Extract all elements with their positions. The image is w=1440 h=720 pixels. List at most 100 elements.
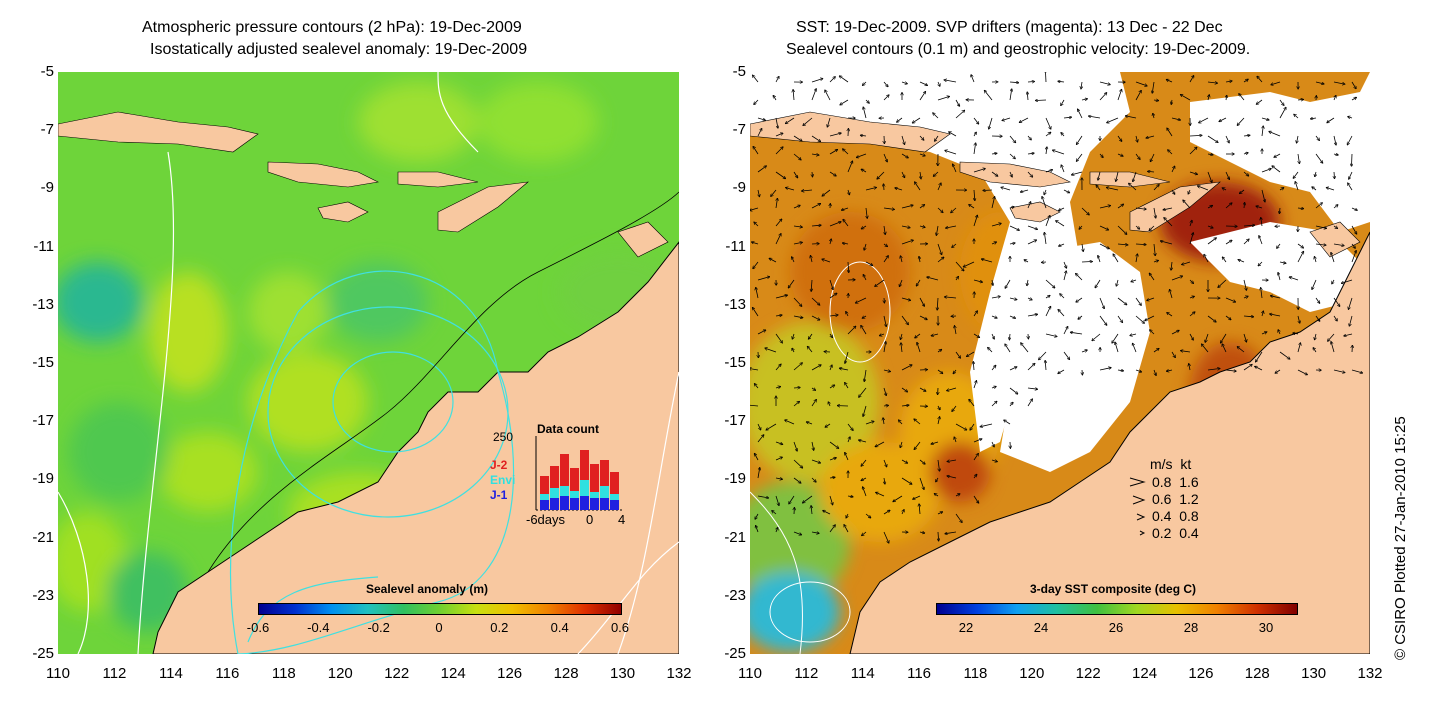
velocity-arrow [915, 182, 921, 191]
velocity-arrow [775, 495, 779, 505]
data-count-title: Data count [537, 422, 600, 436]
velocity-arrow [865, 421, 874, 425]
velocity-arrow [793, 242, 802, 244]
velocity-arrow [775, 133, 783, 137]
velocity-arrow [1150, 274, 1155, 281]
velocity-arrow [865, 261, 872, 265]
velocity-arrow [752, 242, 759, 245]
velocity-arrow [1027, 135, 1031, 140]
velocity-arrow [1315, 135, 1319, 140]
velocity-arrow [793, 90, 794, 101]
velocity-arrow [883, 244, 887, 246]
velocity-arrow [809, 333, 813, 339]
histogram-xtick-end: 4 [618, 512, 626, 527]
velocity-arrow [895, 188, 903, 191]
velocity-arrow [1135, 81, 1147, 86]
velocity-arrow [983, 190, 993, 191]
velocity-arrow [938, 405, 940, 410]
velocity-arrow [1044, 189, 1046, 194]
velocity-arrow [864, 243, 866, 250]
velocity-arrow [937, 207, 943, 212]
velocity-arrow [973, 362, 974, 371]
velocity-arrow [1298, 153, 1299, 163]
velocity-arrow [1344, 333, 1353, 336]
velocity-arrow [811, 154, 819, 155]
velocity-arrow [1096, 185, 1101, 191]
velocity-arrow [934, 171, 939, 176]
velocity-arrow [883, 405, 888, 406]
velocity-arrow [775, 77, 779, 83]
velocity-arrow [897, 117, 903, 122]
velocity-arrow [1331, 342, 1335, 353]
velocity-arrow [775, 364, 781, 371]
velocity-arrow [1189, 148, 1197, 155]
histogram-xtick-zero: 0 [586, 512, 594, 527]
velocity-arrow [883, 95, 889, 101]
velocity-arrow [776, 528, 778, 533]
velocity-arrow [876, 441, 885, 447]
x-tick-label: 114 [850, 665, 875, 682]
histogram-bars [540, 450, 619, 510]
velocity-arrow [1171, 261, 1172, 270]
velocity-arrow [1240, 189, 1245, 193]
velocity-arrow [1243, 365, 1252, 371]
velocity-arrow [859, 387, 867, 397]
velocity-arrow [1045, 170, 1052, 173]
velocity-arrow [786, 188, 795, 191]
velocity-arrow [938, 459, 940, 471]
velocity-arrow [901, 477, 912, 484]
velocity-arrow [1152, 81, 1155, 93]
velocity-arrow [901, 82, 907, 84]
velocity-arrow [1063, 117, 1071, 118]
velocity-arrow [753, 308, 759, 317]
velocity-arrow [901, 205, 913, 209]
velocity-arrow [1218, 279, 1227, 287]
data-count-histogram [535, 436, 624, 511]
velocity-arrow [956, 277, 958, 281]
velocity-arrow [1098, 171, 1101, 180]
velocity-arrow [901, 387, 907, 392]
sat-j1-label: J-1 [490, 488, 508, 502]
velocity-arrow [1243, 225, 1254, 226]
right-map-panel [730, 72, 1371, 655]
velocity-arrow [1126, 116, 1137, 119]
velocity-arrow [776, 199, 777, 209]
velocity-arrow [1021, 343, 1029, 353]
velocity-arrow [973, 475, 977, 479]
velocity-arrow [947, 387, 957, 391]
velocity-arrow [1153, 100, 1158, 101]
velocity-arrow [1255, 367, 1263, 371]
velocity-arrow [1243, 296, 1248, 298]
velocity-arrow [955, 99, 959, 106]
velocity-arrow [861, 477, 867, 480]
velocity-arrow [953, 369, 957, 373]
velocity-arrow [1207, 226, 1213, 228]
velocity-arrow [1042, 197, 1047, 209]
velocity-arrow [919, 205, 924, 209]
velocity-arrow [811, 532, 819, 533]
velocity-arrow [988, 348, 993, 353]
x-tick-label: 128 [553, 665, 579, 682]
velocity-arrow [901, 135, 905, 144]
y-tick-label: -25 [724, 645, 746, 662]
velocity-arrow [1225, 240, 1232, 245]
velocity-arrow [974, 132, 976, 137]
velocity-arrow [847, 327, 856, 335]
velocity-arrow [1208, 95, 1209, 101]
velocity-arrow [1009, 333, 1010, 340]
colorbar-tick-label: 0 [435, 620, 443, 635]
velocity-arrow [973, 279, 982, 282]
y-tick-label: -9 [732, 179, 746, 197]
velocity-arrow [792, 257, 795, 263]
y-tick-label: -11 [33, 237, 54, 255]
velocity-arrow [1002, 117, 1011, 120]
velocity-arrow [973, 216, 977, 227]
velocity-arrow [937, 297, 938, 310]
velocity-arrow [1256, 206, 1263, 208]
velocity-arrow [1076, 297, 1083, 302]
velocity-arrow [825, 423, 831, 427]
velocity-arrow [829, 133, 841, 137]
velocity-arrow [919, 135, 924, 140]
velocity-arrow [754, 99, 759, 104]
velocity-arrow [757, 117, 765, 120]
